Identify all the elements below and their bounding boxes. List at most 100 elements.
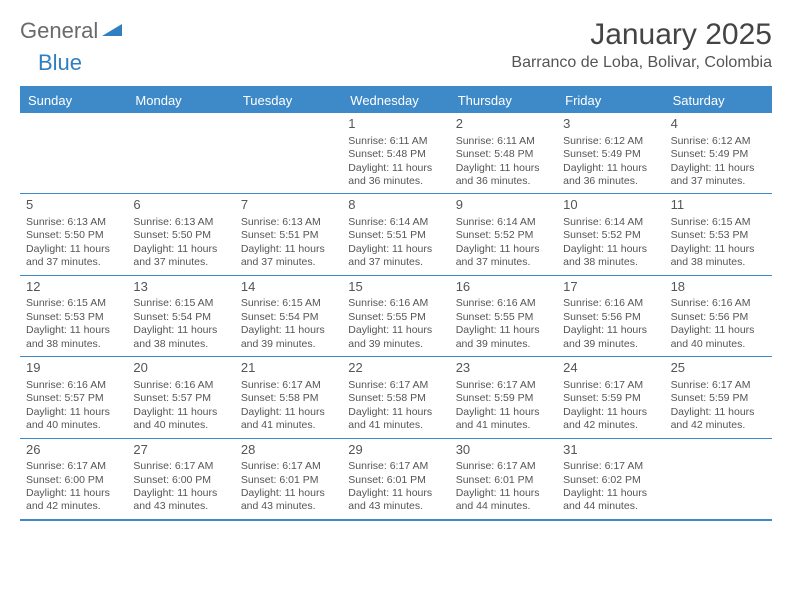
sunset-line: Sunset: 5:52 PM bbox=[456, 229, 551, 242]
calendar: SundayMondayTuesdayWednesdayThursdayFrid… bbox=[20, 86, 772, 521]
week-row: 5Sunrise: 6:13 AMSunset: 5:50 PMDaylight… bbox=[20, 194, 772, 275]
sunrise-line: Sunrise: 6:14 AM bbox=[456, 216, 551, 229]
calendar-cell: 28Sunrise: 6:17 AMSunset: 6:01 PMDayligh… bbox=[235, 439, 342, 519]
calendar-cell: 27Sunrise: 6:17 AMSunset: 6:00 PMDayligh… bbox=[127, 439, 234, 519]
calendar-cell: 23Sunrise: 6:17 AMSunset: 5:59 PMDayligh… bbox=[450, 357, 557, 437]
sunrise-line: Sunrise: 6:12 AM bbox=[563, 135, 658, 148]
calendar-cell: 20Sunrise: 6:16 AMSunset: 5:57 PMDayligh… bbox=[127, 357, 234, 437]
daylight-line: Daylight: 11 hours and 37 minutes. bbox=[671, 162, 766, 189]
weekday-header: Saturday bbox=[665, 88, 772, 113]
calendar-cell: 2Sunrise: 6:11 AMSunset: 5:48 PMDaylight… bbox=[450, 113, 557, 193]
sunrise-line: Sunrise: 6:17 AM bbox=[563, 379, 658, 392]
day-number: 29 bbox=[348, 442, 443, 459]
sunset-line: Sunset: 5:49 PM bbox=[671, 148, 766, 161]
sunrise-line: Sunrise: 6:15 AM bbox=[671, 216, 766, 229]
daylight-line: Daylight: 11 hours and 37 minutes. bbox=[26, 243, 121, 270]
day-number: 30 bbox=[456, 442, 551, 459]
sunrise-line: Sunrise: 6:17 AM bbox=[456, 460, 551, 473]
daylight-line: Daylight: 11 hours and 42 minutes. bbox=[671, 406, 766, 433]
calendar-cell: 30Sunrise: 6:17 AMSunset: 6:01 PMDayligh… bbox=[450, 439, 557, 519]
sunset-line: Sunset: 5:54 PM bbox=[133, 311, 228, 324]
day-number: 11 bbox=[671, 197, 766, 214]
calendar-cell: 12Sunrise: 6:15 AMSunset: 5:53 PMDayligh… bbox=[20, 276, 127, 356]
daylight-line: Daylight: 11 hours and 39 minutes. bbox=[348, 324, 443, 351]
day-number: 14 bbox=[241, 279, 336, 296]
calendar-cell: 14Sunrise: 6:15 AMSunset: 5:54 PMDayligh… bbox=[235, 276, 342, 356]
sunset-line: Sunset: 5:48 PM bbox=[348, 148, 443, 161]
daylight-line: Daylight: 11 hours and 37 minutes. bbox=[133, 243, 228, 270]
daylight-line: Daylight: 11 hours and 42 minutes. bbox=[563, 406, 658, 433]
weekday-header: Wednesday bbox=[342, 88, 449, 113]
weekday-header-row: SundayMondayTuesdayWednesdayThursdayFrid… bbox=[20, 88, 772, 113]
sunset-line: Sunset: 5:50 PM bbox=[26, 229, 121, 242]
calendar-cell: 19 Sunrise: 6:16 AMSunset: 5:57 PMDayligh… bbox=[20, 357, 127, 437]
sunrise-line: Sunrise: 6:17 AM bbox=[348, 460, 443, 473]
day-number: 18 bbox=[671, 279, 766, 296]
day-number: 12 bbox=[26, 279, 121, 296]
day-number: 13 bbox=[133, 279, 228, 296]
calendar-cell: 7Sunrise: 6:13 AMSunset: 5:51 PMDaylight… bbox=[235, 194, 342, 274]
calendar-cell: 25Sunrise: 6:17 AMSunset: 5:59 PMDayligh… bbox=[665, 357, 772, 437]
sunrise-line: Sunrise: 6:13 AM bbox=[133, 216, 228, 229]
logo-triangle-icon bbox=[102, 18, 122, 44]
month-title: January 2025 bbox=[511, 18, 772, 52]
daylight-line: Daylight: 11 hours and 43 minutes. bbox=[241, 487, 336, 514]
sunset-line: Sunset: 5:56 PM bbox=[563, 311, 658, 324]
daylight-line: Daylight: 11 hours and 38 minutes. bbox=[26, 324, 121, 351]
daylight-line: Daylight: 11 hours and 40 minutes. bbox=[133, 406, 228, 433]
sunrise-line: Sunrise: 6:15 AM bbox=[241, 297, 336, 310]
calendar-cell: 6Sunrise: 6:13 AMSunset: 5:50 PMDaylight… bbox=[127, 194, 234, 274]
sunset-line: Sunset: 5:59 PM bbox=[563, 392, 658, 405]
daylight-line: Daylight: 11 hours and 43 minutes. bbox=[133, 487, 228, 514]
sunrise-line: Sunrise: 6:17 AM bbox=[133, 460, 228, 473]
page-header: General January 2025 Barranco de Loba, B… bbox=[20, 18, 772, 72]
day-number: 19 bbox=[26, 360, 121, 377]
calendar-cell: 21Sunrise: 6:17 AMSunset: 5:58 PMDayligh… bbox=[235, 357, 342, 437]
sunrise-line: Sunrise: 6:14 AM bbox=[348, 216, 443, 229]
daylight-line: Daylight: 11 hours and 38 minutes. bbox=[671, 243, 766, 270]
day-number: 20 bbox=[133, 360, 228, 377]
sunset-line: Sunset: 5:53 PM bbox=[671, 229, 766, 242]
calendar-cell: 29Sunrise: 6:17 AMSunset: 6:01 PMDayligh… bbox=[342, 439, 449, 519]
calendar-cell: 17Sunrise: 6:16 AMSunset: 5:56 PMDayligh… bbox=[557, 276, 664, 356]
sunrise-line: Sunrise: 6:16 AM bbox=[563, 297, 658, 310]
day-number: 21 bbox=[241, 360, 336, 377]
daylight-line: Daylight: 11 hours and 36 minutes. bbox=[456, 162, 551, 189]
calendar-cell: 31Sunrise: 6:17 AMSunset: 6:02 PMDayligh… bbox=[557, 439, 664, 519]
week-row: 1Sunrise: 6:11 AMSunset: 5:48 PMDaylight… bbox=[20, 113, 772, 194]
day-number: 2 bbox=[456, 116, 551, 133]
sunrise-line: Sunrise: 6:16 AM bbox=[348, 297, 443, 310]
week-row: 26Sunrise: 6:17 AMSunset: 6:00 PMDayligh… bbox=[20, 439, 772, 519]
sunset-line: Sunset: 5:48 PM bbox=[456, 148, 551, 161]
sunset-line: Sunset: 6:00 PM bbox=[26, 474, 121, 487]
logo: General bbox=[20, 18, 124, 44]
sunrise-line: Sunrise: 6:17 AM bbox=[671, 379, 766, 392]
sunrise-line: Sunrise: 6:14 AM bbox=[563, 216, 658, 229]
sunrise-line: Sunrise: 6:17 AM bbox=[241, 379, 336, 392]
sunset-line: Sunset: 5:58 PM bbox=[241, 392, 336, 405]
sunrise-line: Sunrise: 6:16 AM bbox=[671, 297, 766, 310]
sunset-line: Sunset: 5:49 PM bbox=[563, 148, 658, 161]
sunset-line: Sunset: 5:54 PM bbox=[241, 311, 336, 324]
daylight-line: Daylight: 11 hours and 36 minutes. bbox=[563, 162, 658, 189]
title-block: January 2025 Barranco de Loba, Bolivar, … bbox=[511, 18, 772, 72]
day-number: 28 bbox=[241, 442, 336, 459]
day-number: 16 bbox=[456, 279, 551, 296]
sunset-line: Sunset: 5:56 PM bbox=[671, 311, 766, 324]
week-row: 12Sunrise: 6:15 AMSunset: 5:53 PMDayligh… bbox=[20, 276, 772, 357]
sunset-line: Sunset: 6:02 PM bbox=[563, 474, 658, 487]
day-number: 23 bbox=[456, 360, 551, 377]
day-number: 22 bbox=[348, 360, 443, 377]
weekday-header: Tuesday bbox=[235, 88, 342, 113]
sunset-line: Sunset: 5:57 PM bbox=[26, 392, 121, 405]
day-number: 6 bbox=[133, 197, 228, 214]
sunset-line: Sunset: 5:59 PM bbox=[456, 392, 551, 405]
sunrise-line: Sunrise: 6:16 AM bbox=[26, 379, 121, 392]
daylight-line: Daylight: 11 hours and 40 minutes. bbox=[26, 406, 121, 433]
sunset-line: Sunset: 5:59 PM bbox=[671, 392, 766, 405]
daylight-line: Daylight: 11 hours and 39 minutes. bbox=[241, 324, 336, 351]
day-number: 4 bbox=[671, 116, 766, 133]
weekday-header: Sunday bbox=[20, 88, 127, 113]
day-number: 1 bbox=[348, 116, 443, 133]
calendar-cell: 10Sunrise: 6:14 AMSunset: 5:52 PMDayligh… bbox=[557, 194, 664, 274]
